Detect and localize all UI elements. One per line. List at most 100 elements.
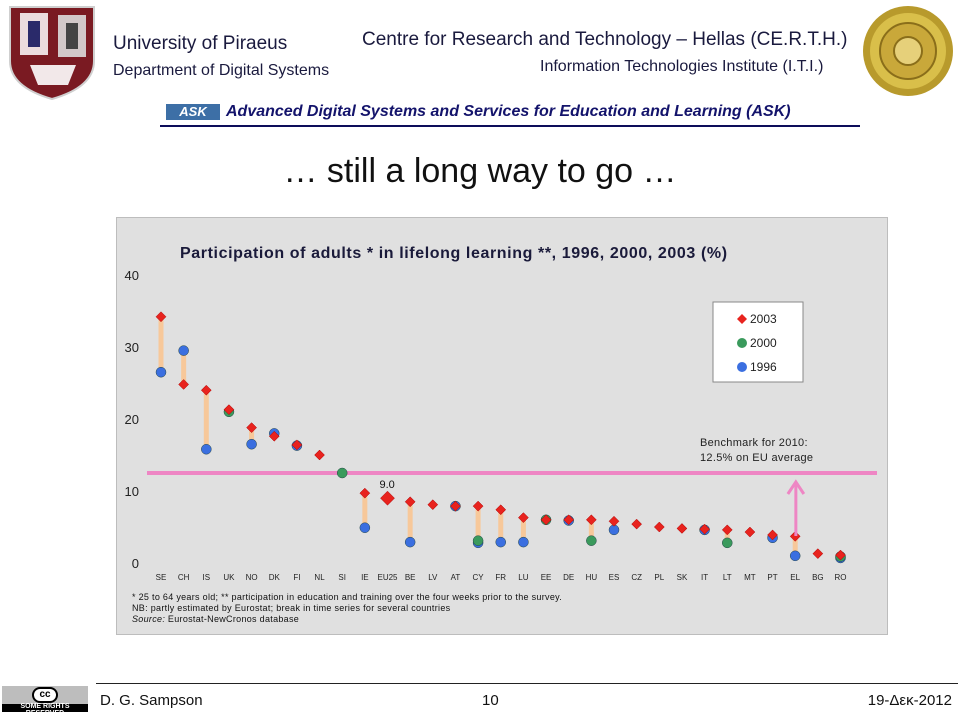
marker-2003-lt [721, 524, 733, 536]
data-markers [155, 311, 846, 564]
marker-2003-es [608, 515, 620, 527]
x-tick-label: RO [835, 573, 847, 582]
x-tick-label: EL [790, 573, 800, 582]
x-tick-label: MT [744, 573, 756, 582]
certh-seal-logo [863, 6, 953, 96]
eu25-value-label: 9.0 [380, 479, 395, 491]
ask-logo: ASK [166, 104, 220, 120]
x-tick-label: AT [451, 573, 461, 582]
benchmark-label: Benchmark for 2010: [700, 437, 808, 449]
x-tick-label: LT [723, 573, 732, 582]
legend-label-2000: 2000 [750, 336, 777, 350]
legend-marker-2003 [737, 314, 747, 324]
x-tick-label: BE [405, 573, 416, 582]
footnote-age: * 25 to 64 years old; ** participation i… [132, 592, 563, 602]
up-arrow-head [786, 479, 806, 495]
y-tick-label: 30 [125, 340, 139, 355]
marker-2003-mt [744, 526, 756, 538]
legend-marker-2000 [737, 338, 747, 348]
legend-marker-1996 [737, 362, 747, 372]
marker-2003-fi [291, 439, 303, 451]
university-name: University of Piraeus [113, 33, 288, 54]
marker-2000-lt [722, 537, 733, 549]
creative-commons-badge[interactable]: cc SOME RIGHTS RESERVED [2, 686, 88, 717]
marker-1996-be [404, 536, 416, 548]
x-tick-label: IS [203, 573, 211, 582]
y-tick-label: 0 [132, 556, 139, 571]
legend: 2003 2000 1996 [712, 301, 804, 383]
ask-group-name: Advanced Digital Systems and Services fo… [226, 103, 791, 120]
marker-2003-ie [359, 487, 371, 499]
x-tick-label: LU [518, 573, 528, 582]
marker-2003-nl [314, 449, 325, 461]
benchmark-value-label: 12.5% on EU average [700, 452, 813, 464]
marker-1996-ch [178, 345, 189, 356]
marker-1996-ie [359, 522, 371, 533]
marker-2003-it [699, 523, 710, 535]
y-tick-label: 20 [125, 412, 139, 427]
footer-date: 19-Δεκ-2012 [867, 692, 952, 709]
institute-name: Information Technologies Institute (I.T.… [540, 58, 824, 75]
range-bar [792, 536, 798, 556]
marker-2003-no [246, 422, 257, 433]
source-text: Eurostat-NewCronos database [165, 614, 300, 624]
department-name: Department of Digital Systems [113, 62, 330, 79]
x-tick-label: FI [293, 573, 300, 582]
range-bar [158, 316, 164, 373]
legend-label-2003: 2003 [750, 312, 777, 326]
y-tick-label: 40 [125, 268, 139, 283]
y-tick-label: 10 [125, 484, 139, 499]
x-tick-label: UK [223, 573, 235, 582]
source-label: Source: [132, 614, 166, 624]
x-tick-label: SK [677, 573, 688, 582]
x-tick-label: CH [178, 573, 190, 582]
marker-1996-fr [495, 536, 506, 548]
x-tick-label: HU [586, 573, 598, 582]
marker-1996-el [789, 550, 801, 562]
marker-2003-sk [676, 523, 688, 534]
marker-2003-ch [178, 379, 190, 390]
x-tick-label: ES [609, 573, 620, 582]
x-tick-label: FR [495, 573, 506, 582]
marker-1996-lu [518, 536, 529, 548]
annotations: 9.0 [380, 479, 806, 536]
x-tick-label: CY [473, 573, 485, 582]
footer-divider [96, 683, 958, 684]
marker-2003-ee [540, 514, 552, 526]
y-axis: 0 10 20 30 40 [125, 268, 139, 571]
footnote-source: Source: Eurostat-NewCronos database [132, 614, 299, 624]
range-bar [362, 493, 368, 528]
marker-1996-no [246, 438, 257, 450]
marker-2003-ro [835, 549, 846, 561]
range-bar [249, 427, 255, 445]
marker-2003-be [404, 496, 416, 508]
x-tick-label: DE [563, 573, 574, 582]
x-tick-label: DK [269, 573, 281, 582]
marker-2003-fr [495, 504, 507, 516]
marker-2003-bg [812, 548, 824, 559]
x-tick-label: IE [361, 573, 369, 582]
marker-2003-de [563, 514, 575, 526]
marker-2003-se [155, 311, 167, 323]
range-bar [520, 517, 526, 543]
range-bar [475, 506, 481, 543]
range-bar [181, 350, 187, 385]
x-tick-label: SI [338, 573, 346, 582]
range-bar [498, 509, 504, 543]
legend-box [712, 301, 804, 383]
x-axis-labels: SE CH IS UK NO DK FI NL SI IE EU25 BE LV AT CY FR LU EE DE… [156, 573, 847, 582]
cc-icon: cc [32, 687, 58, 703]
range-bar [203, 390, 209, 450]
marker-2003-cy [472, 500, 484, 512]
x-tick-label: EE [541, 573, 552, 582]
x-tick-label: IT [701, 573, 708, 582]
footnote-estimate: NB: partly estimated by Eurostat; break … [132, 603, 451, 613]
marker-2003-uk [223, 404, 235, 415]
marker-2003-hu [585, 514, 597, 526]
x-tick-label: PL [654, 573, 664, 582]
slide-title: … still a long way to go … [283, 152, 677, 190]
marker-2003-at [450, 500, 461, 512]
range-bar [407, 501, 413, 543]
x-tick-label: SE [156, 573, 167, 582]
x-tick-label: EU25 [377, 573, 398, 582]
